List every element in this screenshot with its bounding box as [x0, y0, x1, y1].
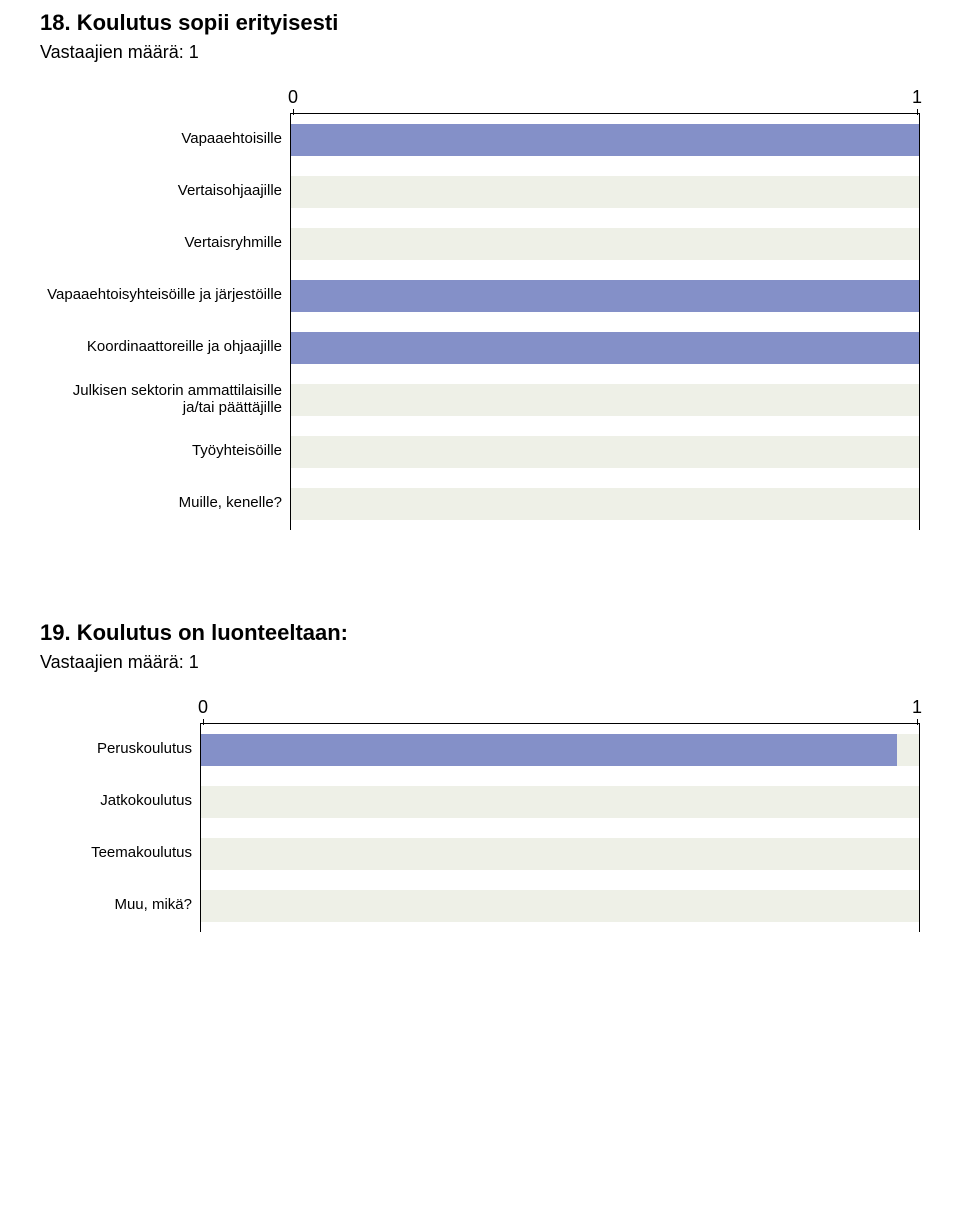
- category-label: Vapaaehtoisille: [40, 113, 290, 165]
- chart-section: 19. Koulutus on luonteeltaan: Vastaajien …: [40, 620, 920, 932]
- category-label: Peruskoulutus: [40, 723, 200, 775]
- chart-row: [291, 374, 919, 426]
- chart-row-bg: [291, 228, 919, 260]
- category-label: Vertaisryhmille: [40, 217, 290, 269]
- chart-row: [291, 114, 919, 166]
- chart-row-bg: [201, 890, 919, 922]
- chart-row-bg: [291, 384, 919, 416]
- chart-plot-column: 01: [290, 113, 920, 530]
- axis-tick: 1: [912, 697, 922, 718]
- chart-subtitle: Vastaajien määrä: 1: [40, 42, 920, 63]
- axis-tick: 0: [288, 87, 298, 108]
- chart-plot-box: [290, 113, 920, 530]
- category-label: Teemakoulutus: [40, 827, 200, 879]
- chart-bar: [201, 734, 897, 766]
- chart-row: [201, 724, 919, 776]
- chart-title: 19. Koulutus on luonteeltaan:: [40, 620, 920, 646]
- chart-plot-box: [200, 723, 920, 932]
- axis-tick: 0: [198, 697, 208, 718]
- chart-labels-column: VapaaehtoisilleVertaisohjaajilleVertaisr…: [40, 113, 290, 530]
- chart-bar: [291, 280, 919, 312]
- category-label: Muille, kenelle?: [40, 477, 290, 529]
- chart-bar: [291, 124, 919, 156]
- chart-row: [201, 828, 919, 880]
- axis-tick: 1: [912, 87, 922, 108]
- category-label: Julkisen sektorin ammattilaisille ja/tai…: [40, 373, 290, 425]
- chart-row: [291, 322, 919, 374]
- chart-row-bg: [201, 786, 919, 818]
- category-label: Vertaisohjaajille: [40, 165, 290, 217]
- category-label: Koordinaattoreille ja ohjaajille: [40, 321, 290, 373]
- chart-row-bg: [201, 838, 919, 870]
- chart-bar: [291, 332, 919, 364]
- chart-plot-column: 01: [200, 723, 920, 932]
- chart-axis: 01: [290, 87, 920, 108]
- category-label: Vapaaehtoisyhteisöille ja järjestöille: [40, 269, 290, 321]
- chart-area: VapaaehtoisilleVertaisohjaajilleVertaisr…: [40, 113, 920, 530]
- category-label: Jatkokoulutus: [40, 775, 200, 827]
- chart-subtitle: Vastaajien määrä: 1: [40, 652, 920, 673]
- chart-row-bg: [291, 176, 919, 208]
- chart-row: [291, 478, 919, 530]
- chart-section: 18. Koulutus sopii erityisesti Vastaajien…: [40, 10, 920, 530]
- chart-row: [291, 426, 919, 478]
- chart-row: [291, 218, 919, 270]
- chart-title: 18. Koulutus sopii erityisesti: [40, 10, 920, 36]
- chart-axis: 01: [200, 697, 920, 718]
- chart-area: PeruskoulutusJatkokoulutusTeemakoulutusM…: [40, 723, 920, 932]
- chart-row: [201, 880, 919, 932]
- chart-labels-column: PeruskoulutusJatkokoulutusTeemakoulutusM…: [40, 723, 200, 932]
- chart-row-bg: [291, 436, 919, 468]
- category-label: Muu, mikä?: [40, 879, 200, 931]
- chart-row: [291, 270, 919, 322]
- chart-row: [201, 776, 919, 828]
- category-label: Työyhteisöille: [40, 425, 290, 477]
- chart-row: [291, 166, 919, 218]
- chart-row-bg: [291, 488, 919, 520]
